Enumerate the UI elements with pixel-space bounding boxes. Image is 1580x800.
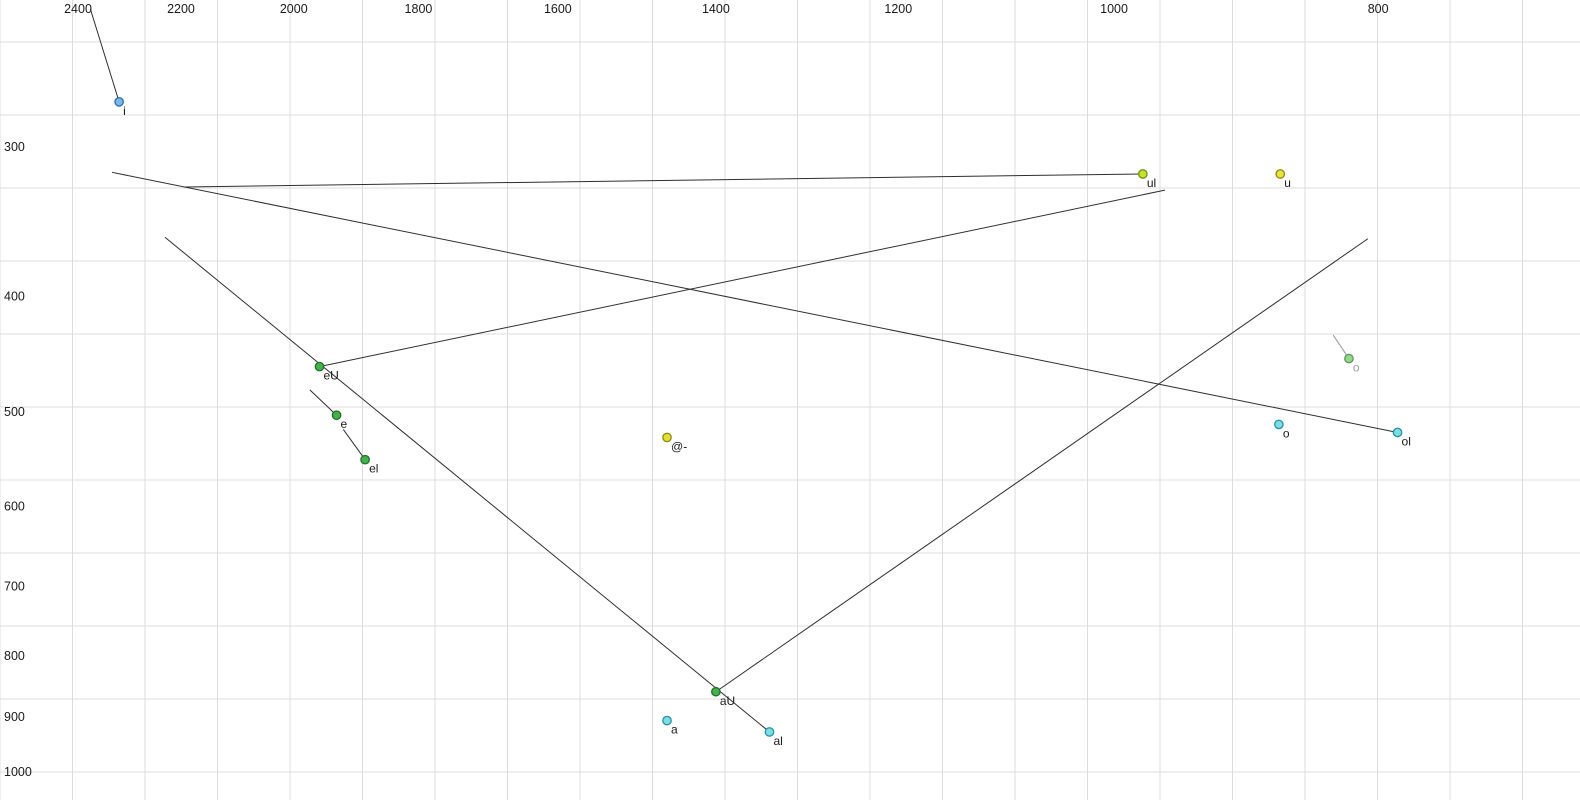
vowel-label-i: i — [123, 104, 126, 118]
vowel-point-e[interactable] — [331, 410, 342, 421]
vowel-label-o: o — [1283, 426, 1290, 440]
glide-line-el — [342, 429, 366, 460]
vowel-point-al[interactable] — [764, 727, 775, 737]
y-tick-label: 1000 — [4, 765, 32, 779]
glide-lines — [89, 8, 1398, 733]
glide-line-eU — [319, 189, 1165, 368]
y-tick-label: 300 — [4, 140, 25, 154]
vowel-point-a[interactable] — [662, 715, 672, 726]
vowel-label-al: al — [773, 734, 782, 748]
y-tick-label: 700 — [4, 580, 25, 594]
x-tick-label: 2200 — [167, 2, 195, 16]
vowel-point-ol[interactable] — [1392, 427, 1403, 438]
vowel-point-@-[interactable] — [662, 432, 672, 443]
vowel-label-eU: eU — [323, 369, 338, 383]
vowel-label-el: el — [369, 462, 378, 476]
vowel-label-e: e — [341, 417, 348, 431]
vowel-point-o[interactable] — [1274, 419, 1284, 430]
y-tick-label: 400 — [4, 289, 25, 303]
vowel-point-o[interactable] — [1344, 353, 1354, 364]
x-tick-label: 800 — [1368, 2, 1389, 16]
vowel-point-el[interactable] — [360, 454, 370, 465]
vowel-label-o: o — [1353, 361, 1360, 375]
glide-line-ol — [111, 171, 1398, 433]
vowel-point-i[interactable] — [114, 96, 124, 107]
glide-line-ul — [185, 173, 1143, 188]
glide-line-al — [164, 236, 770, 733]
glide-line-aU — [715, 238, 1369, 693]
glide-line-i — [89, 8, 120, 102]
vowel-point-ul[interactable] — [1137, 169, 1148, 179]
vowel-label-aU: aU — [720, 694, 735, 708]
y-tick-label: 900 — [4, 710, 25, 724]
vowel-point-aU[interactable] — [711, 686, 721, 697]
x-axis-ticks: 2400 2200 2000 1800 1600 1400 1200 1000 800 — [64, 2, 1389, 16]
x-tick-label: 1000 — [1100, 2, 1128, 16]
x-tick-label: 1400 — [702, 2, 730, 16]
vowel-point-eU[interactable] — [314, 361, 325, 372]
y-tick-label: 800 — [4, 649, 25, 663]
x-tick-label: 1800 — [405, 2, 433, 16]
x-tick-label: 1600 — [544, 2, 572, 16]
vowel-label-ul: ul — [1147, 176, 1156, 190]
x-tick-label: 2400 — [64, 2, 92, 16]
x-tick-label: 1200 — [884, 2, 912, 16]
vowel-label-a: a — [671, 723, 678, 737]
y-tick-label: 600 — [4, 500, 25, 514]
y-axis-ticks: 300 400 500 600 700 800 900 1000 — [4, 140, 32, 779]
vowel-label-u: u — [1284, 176, 1291, 190]
vowel-label-ol: ol — [1402, 434, 1411, 448]
x-tick-label: 2000 — [280, 2, 308, 16]
vowel-points: i u ul eU e el @- o o ol aU a al — [114, 96, 1411, 748]
y-tick-label: 500 — [4, 405, 25, 419]
glide-line-e — [309, 389, 337, 416]
vowel-label-@-: @- — [671, 439, 687, 453]
vowel-point-u[interactable] — [1275, 169, 1286, 179]
